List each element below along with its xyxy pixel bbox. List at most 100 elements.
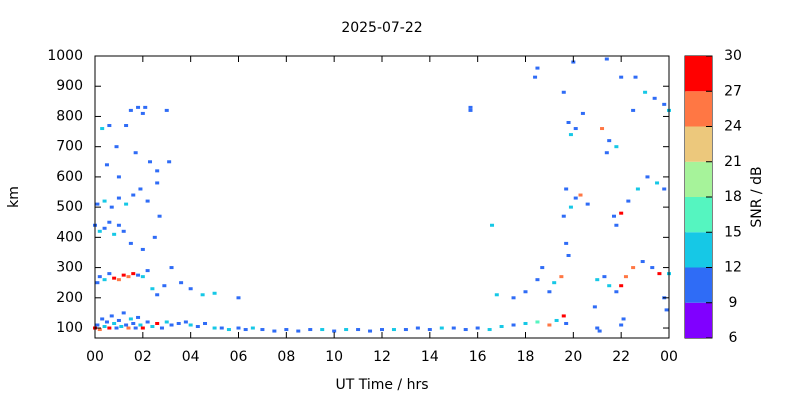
echo-point [116, 318, 121, 322]
echo-point [573, 127, 578, 131]
echo-point [145, 199, 150, 203]
echo-point [272, 329, 277, 333]
echo-point [121, 229, 126, 233]
echo-point [573, 196, 578, 200]
echo-point [308, 328, 313, 332]
y-tick-label: 100 [56, 320, 83, 336]
echo-point [114, 145, 119, 149]
echo-point [169, 323, 174, 327]
echo-point [614, 145, 619, 149]
echo-point [107, 326, 112, 330]
echo-point [124, 323, 129, 327]
echo-point [511, 296, 516, 300]
echo-point [100, 127, 105, 131]
echo-point [490, 223, 495, 227]
echo-point [468, 108, 473, 112]
echo-point [236, 326, 241, 330]
echo-point [131, 193, 136, 197]
echo-point [138, 187, 143, 191]
echo-point [511, 323, 516, 327]
y-tick-label: 400 [56, 229, 83, 245]
echo-point [116, 278, 121, 282]
echo-point [155, 321, 160, 325]
echo-point [619, 284, 624, 288]
echo-point [140, 111, 145, 115]
echo-point [391, 328, 396, 332]
echo-point [566, 253, 571, 257]
echo-point [124, 202, 129, 206]
echo-point [626, 199, 631, 203]
colorbar-band [685, 232, 712, 268]
echo-point [475, 326, 480, 330]
echo-point [619, 75, 624, 79]
echo-point [250, 326, 255, 330]
colorbar-label: SNR / dB [749, 166, 765, 227]
echo-point [116, 175, 121, 179]
echo-point [578, 193, 583, 197]
y-tick-label: 900 [56, 78, 83, 94]
echo-point [552, 281, 557, 285]
echo-point [533, 75, 538, 79]
echo-point [332, 329, 337, 333]
echo-point [102, 325, 107, 329]
colorbar-band [685, 56, 712, 92]
echo-point [604, 151, 609, 155]
echo-point [212, 326, 217, 330]
echo-point [243, 328, 248, 332]
y-tick-label: 300 [56, 260, 83, 276]
echo-point [585, 202, 590, 206]
echo-point [611, 214, 616, 218]
y-tick-label: 500 [56, 199, 83, 215]
echo-point [568, 205, 573, 209]
echo-point [121, 311, 126, 315]
x-tick-label: 04 [182, 349, 200, 365]
echo-point [97, 275, 102, 279]
x-tick-label: 06 [230, 349, 248, 365]
echo-point [176, 321, 181, 325]
echo-point [140, 326, 145, 330]
echo-point [597, 329, 602, 333]
echo-point [131, 321, 136, 325]
echo-point [145, 320, 150, 324]
echo-point [195, 325, 200, 329]
echo-point [145, 269, 150, 273]
echo-point [635, 187, 640, 191]
echo-point [155, 293, 160, 297]
echo-point [112, 276, 117, 280]
echo-point [200, 293, 205, 297]
echo-point [114, 326, 119, 330]
echo-point [604, 57, 609, 61]
echo-point [650, 266, 655, 270]
echo-point [112, 321, 117, 325]
echo-point [623, 275, 628, 279]
echo-point [487, 328, 492, 332]
echo-point [140, 275, 145, 279]
echo-point [595, 326, 600, 330]
colorbar-band [685, 197, 712, 233]
echo-point [102, 278, 107, 282]
y-tick-label: 1000 [47, 48, 83, 64]
echo-point [121, 273, 126, 277]
echo-point [107, 220, 112, 224]
echo-point [535, 278, 540, 282]
echo-point [104, 163, 109, 167]
plot-area [93, 57, 671, 333]
colorbar-band [685, 161, 712, 197]
echo-point [554, 318, 559, 322]
echo-point [95, 202, 100, 206]
y-axis-label: km [6, 186, 22, 208]
echo-point [128, 108, 133, 112]
echo-point [164, 108, 169, 112]
echo-point [148, 160, 153, 164]
echo-point [451, 326, 456, 330]
echo-point [561, 90, 566, 94]
echo-point [602, 275, 607, 279]
echo-point [415, 326, 420, 330]
echo-point [133, 151, 138, 155]
x-tick-label: 16 [469, 349, 487, 365]
echo-point [150, 287, 155, 291]
x-tick-label: 10 [325, 349, 343, 365]
echo-point [427, 328, 432, 332]
colorbar-band [685, 91, 712, 127]
